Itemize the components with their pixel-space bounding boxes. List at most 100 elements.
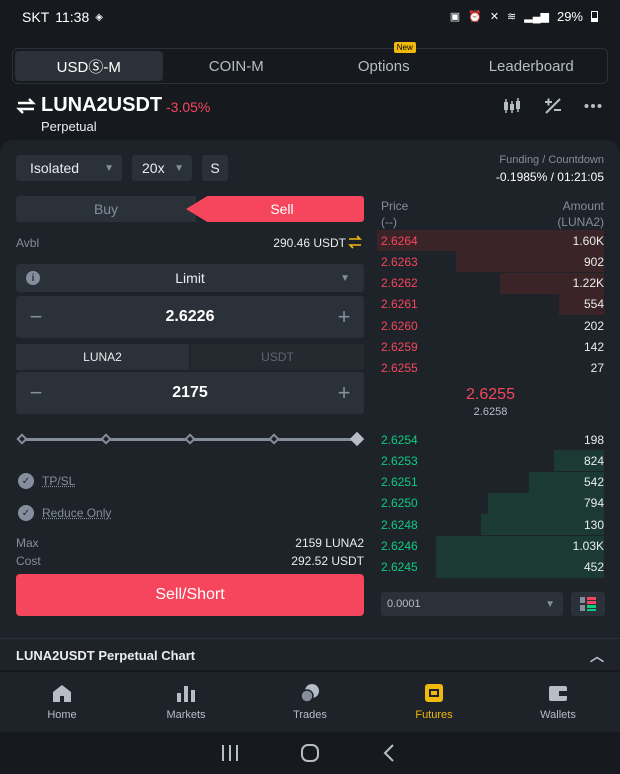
order-price: 2.6255 xyxy=(381,361,418,376)
price-input[interactable]: − 2.6226 + xyxy=(16,296,364,338)
order-amount: 1.03K xyxy=(572,539,604,553)
nav-futures[interactable]: Futures xyxy=(372,672,496,732)
swap-arrows-icon[interactable] xyxy=(16,98,36,114)
buy-tab[interactable]: Buy xyxy=(16,196,196,222)
bid-row[interactable]: 2.6253 824 xyxy=(377,450,604,472)
nav-markets[interactable]: Markets xyxy=(124,672,248,732)
leverage-select[interactable]: 20x ▼ xyxy=(132,155,192,181)
trades-icon xyxy=(300,684,319,703)
tab-label: COIN-M xyxy=(208,57,264,75)
sell-tab[interactable]: Sell xyxy=(186,196,364,222)
price-increment-button[interactable]: + xyxy=(337,304,351,329)
chevron-up-icon[interactable]: ︿ xyxy=(590,647,604,664)
depth-bar xyxy=(488,492,604,514)
info-icon[interactable]: i xyxy=(26,271,40,285)
ask-row[interactable]: 2.6262 1.22K xyxy=(377,272,604,294)
order-price: 2.6259 xyxy=(381,340,418,354)
position-mode-button[interactable]: S xyxy=(202,155,228,181)
candlestick-chart-icon[interactable] xyxy=(502,97,522,115)
price-value[interactable]: 2.6226 xyxy=(165,308,215,325)
amount-slider[interactable] xyxy=(16,431,365,447)
transfer-icon[interactable] xyxy=(348,235,362,249)
binance-notification-icon: ◈ xyxy=(95,11,103,23)
price-decrement-button[interactable]: − xyxy=(29,304,43,329)
sell-tab-label: Sell xyxy=(270,201,294,217)
bid-row[interactable]: 2.6246 1.03K xyxy=(377,535,604,557)
sell-short-button[interactable]: Sell/Short xyxy=(16,574,364,616)
bid-row[interactable]: 2.6248 130 xyxy=(377,514,604,536)
reduce-only-checkbox[interactable]: ✓ Reduce Only xyxy=(18,505,111,521)
clock: 11:38 xyxy=(55,9,90,25)
amount-header-label: Amount xyxy=(562,199,604,213)
order-price: 2.6253 xyxy=(381,453,418,468)
signal-icon: ▂▄▆ xyxy=(524,11,549,23)
tab-options[interactable]: Options New xyxy=(310,42,458,81)
ask-row[interactable]: 2.6264 1.60K xyxy=(377,230,604,251)
order-amount: 542 xyxy=(583,475,604,490)
bid-row[interactable]: 2.6245 452 xyxy=(377,556,604,578)
depth-bar xyxy=(436,535,604,557)
last-price[interactable]: 2.6255 xyxy=(466,386,515,403)
bid-row[interactable]: 2.6251 542 xyxy=(377,471,604,493)
nav-home[interactable]: Home xyxy=(0,672,124,732)
orderbook-layout-button[interactable] xyxy=(571,592,605,616)
amount-increment-button[interactable]: + xyxy=(337,380,351,405)
ask-row[interactable]: 2.6263 902 xyxy=(377,251,604,273)
order-amount: 452 xyxy=(583,560,604,575)
wifi-icon: ≋ xyxy=(507,11,517,23)
tpsl-checkbox[interactable]: ✓ TP/SL xyxy=(18,473,75,489)
mute-icon: ✕ xyxy=(489,11,500,23)
calculator-icon[interactable] xyxy=(544,97,562,115)
amount-value[interactable]: 2175 xyxy=(172,384,208,401)
ask-row[interactable]: 2.6261 554 xyxy=(377,293,604,315)
ask-row[interactable]: 2.6259 142 xyxy=(377,337,604,358)
order-amount: 142 xyxy=(583,340,604,354)
nav-trades[interactable]: Trades xyxy=(248,672,372,732)
funding-label: Funding / Countdown xyxy=(499,154,604,166)
orderbook-amount-header: Amount (LUNA2) xyxy=(557,198,604,230)
nav-wallets[interactable]: Wallets xyxy=(496,672,620,732)
futures-icon xyxy=(425,684,443,702)
order-amount: 198 xyxy=(583,432,604,447)
margin-mode-select[interactable]: Isolated ▼ xyxy=(16,155,122,181)
more-icon[interactable] xyxy=(584,97,602,115)
leverage-value: 20x xyxy=(142,160,165,176)
order-price: 2.6254 xyxy=(381,432,418,447)
avbl-value: 290.46 USDT xyxy=(273,236,346,250)
caret-down-icon: ▼ xyxy=(545,598,555,610)
system-navigation xyxy=(0,732,620,774)
precision-select[interactable]: 0.0001 ▼ xyxy=(381,592,563,616)
tab-leaderboard[interactable]: Leaderboard xyxy=(458,51,606,81)
order-amount: 824 xyxy=(583,453,604,468)
tab-usds-m[interactable]: USDⓈ-M xyxy=(15,51,163,81)
unit-coin-tab[interactable]: LUNA2 xyxy=(16,344,189,370)
order-type-select[interactable]: i Limit ▼ xyxy=(16,264,364,292)
bid-row[interactable]: 2.6250 794 xyxy=(377,492,604,514)
amount-decrement-button[interactable]: − xyxy=(29,380,43,405)
home-button-icon[interactable] xyxy=(300,744,320,762)
unit-quote-tab[interactable]: USDT xyxy=(191,344,364,370)
status-bar: SKT 11:38 ◈ ▣ ⏰ ✕ ≋ ▂▄▆ 29% xyxy=(0,0,620,36)
back-icon[interactable] xyxy=(380,744,400,762)
nav-label: Markets xyxy=(166,709,206,721)
order-price: 2.6264 xyxy=(381,233,418,248)
recent-apps-icon[interactable] xyxy=(220,744,240,762)
ask-row[interactable]: 2.6255 27 xyxy=(377,358,604,379)
chart-section-header[interactable]: LUNA2USDT Perpetual Chart ︿ xyxy=(0,638,620,672)
depth-bar xyxy=(554,450,604,472)
symbol-name[interactable]: LUNA2USDT xyxy=(41,94,163,116)
ask-row[interactable]: 2.6260 202 xyxy=(377,315,604,336)
amount-input[interactable]: − 2175 + xyxy=(16,372,364,414)
bid-row[interactable]: 2.6254 198 xyxy=(377,429,604,450)
max-label: Max xyxy=(16,536,39,550)
order-amount: 27 xyxy=(590,361,604,376)
status-left: SKT 11:38 ◈ xyxy=(22,9,103,25)
order-amount: 1.60K xyxy=(572,233,604,248)
mark-price: 2.6258 xyxy=(473,406,508,418)
app-notification-icon: ▣ xyxy=(449,11,461,23)
order-price: 2.6250 xyxy=(381,496,418,511)
tab-coin-m[interactable]: COIN-M xyxy=(163,51,311,81)
position-mode-label: S xyxy=(210,160,220,176)
price-header-label: Price xyxy=(381,199,409,213)
tpsl-label: TP/SL xyxy=(42,474,76,488)
